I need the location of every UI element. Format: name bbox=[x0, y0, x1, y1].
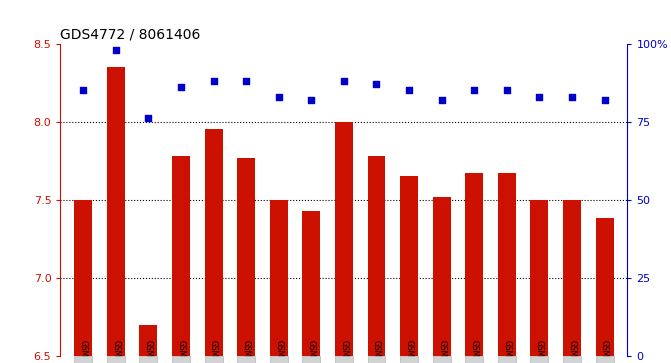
Text: GSM1053917: GSM1053917 bbox=[111, 340, 120, 363]
Point bbox=[566, 94, 577, 99]
Point bbox=[176, 84, 187, 90]
Text: GSM1053940: GSM1053940 bbox=[568, 340, 576, 363]
Text: GSM1053926: GSM1053926 bbox=[274, 340, 283, 363]
Bar bbox=[172, 156, 190, 356]
Point bbox=[208, 78, 219, 84]
Bar bbox=[563, 200, 581, 356]
Bar bbox=[368, 156, 385, 356]
Bar bbox=[140, 325, 157, 356]
Point bbox=[273, 94, 284, 99]
Point bbox=[241, 78, 252, 84]
Text: GSM1053937: GSM1053937 bbox=[372, 340, 381, 363]
Text: GSM1053915: GSM1053915 bbox=[79, 340, 88, 363]
Bar bbox=[205, 129, 223, 356]
Point bbox=[78, 87, 89, 93]
Point bbox=[143, 115, 154, 121]
Text: GSM1053939: GSM1053939 bbox=[535, 340, 544, 363]
Bar bbox=[433, 196, 451, 356]
Text: GSM1053929: GSM1053929 bbox=[503, 340, 511, 363]
Point bbox=[501, 87, 512, 93]
Bar bbox=[335, 122, 353, 356]
Text: GSM1053924: GSM1053924 bbox=[209, 340, 218, 363]
Point bbox=[469, 87, 480, 93]
Point bbox=[371, 81, 382, 87]
Text: GSM1053933: GSM1053933 bbox=[307, 340, 316, 363]
Bar bbox=[531, 200, 548, 356]
Bar bbox=[465, 173, 483, 356]
Text: GSM1053941: GSM1053941 bbox=[437, 340, 446, 363]
Bar bbox=[596, 219, 613, 356]
Bar bbox=[270, 200, 288, 356]
Bar bbox=[74, 200, 92, 356]
Point bbox=[534, 94, 545, 99]
Text: GSM1053925: GSM1053925 bbox=[242, 340, 251, 363]
Bar bbox=[303, 211, 320, 356]
Text: GSM1053938: GSM1053938 bbox=[405, 340, 413, 363]
Point bbox=[339, 78, 350, 84]
Bar bbox=[400, 176, 418, 356]
Text: GDS4772 / 8061406: GDS4772 / 8061406 bbox=[60, 27, 201, 41]
Text: GSM1053919: GSM1053919 bbox=[176, 340, 185, 363]
Point bbox=[111, 47, 121, 53]
Text: GSM1053942: GSM1053942 bbox=[600, 340, 609, 363]
Bar bbox=[498, 173, 516, 356]
Point bbox=[436, 97, 447, 103]
Point bbox=[599, 97, 610, 103]
Point bbox=[306, 97, 317, 103]
Bar bbox=[107, 67, 125, 356]
Point bbox=[404, 87, 415, 93]
Text: GSM1053922: GSM1053922 bbox=[470, 340, 478, 363]
Bar bbox=[237, 158, 255, 356]
Text: GSM1053918: GSM1053918 bbox=[144, 340, 153, 363]
Text: GSM1053935: GSM1053935 bbox=[340, 340, 348, 363]
